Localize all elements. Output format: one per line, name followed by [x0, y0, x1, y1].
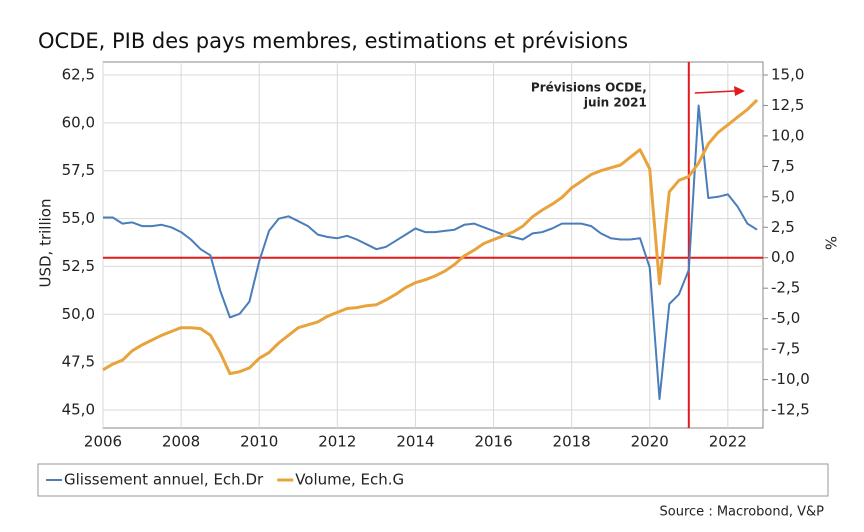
y-tick-label: 62,5: [62, 66, 95, 84]
chart-title: OCDE, PIB des pays membres, estimations …: [38, 29, 628, 53]
y2-tick-label: 12,5: [771, 96, 804, 114]
y2-tick-label: 5,0: [771, 187, 795, 205]
y-tick-label: 55,0: [62, 209, 95, 227]
annotation-arrowhead: [734, 86, 745, 96]
legend-label: Volume, Ech.G: [295, 471, 404, 489]
x-tick-label: 2016: [474, 433, 512, 451]
annotation: juin 2021: [583, 96, 647, 110]
y2-tick-label: -5,0: [771, 309, 800, 327]
x-tick-label: 2010: [240, 433, 278, 451]
y-tick-label: 47,5: [62, 353, 95, 371]
legend-label: Glissement annuel, Ech.Dr: [64, 471, 264, 489]
x-tick-label: 2008: [162, 433, 200, 451]
y-tick-label: 52,5: [62, 257, 95, 275]
y2-tick-label: 10,0: [771, 126, 804, 144]
y-axis-label: USD, trillion: [37, 199, 55, 288]
series-line: [103, 104, 758, 400]
annotation: Prévisions OCDE,: [531, 81, 647, 95]
y2-tick-label: -12,5: [771, 401, 810, 419]
y2-axis-label: %: [822, 236, 840, 250]
y-tick-label: 60,0: [62, 113, 95, 131]
y2-tick-label: 0,0: [771, 248, 795, 266]
series-line: [102, 98, 759, 376]
annotation-arrow: [694, 90, 736, 94]
y2-tick-label: 2,5: [771, 218, 795, 236]
y-tick-label: 45,0: [62, 401, 95, 419]
x-tick-label: 2022: [709, 433, 747, 451]
x-tick-label: 2014: [396, 433, 434, 451]
x-tick-label: 2020: [631, 433, 669, 451]
source: Source : Macrobond, V&P: [660, 505, 825, 520]
x-tick-label: 2006: [84, 433, 122, 451]
x-tick-label: 2012: [318, 433, 356, 451]
y2-tick-label: -2,5: [771, 279, 800, 297]
y-tick-label: 50,0: [62, 305, 95, 323]
y-tick-label: 57,5: [62, 161, 95, 179]
y2-tick-label: -7,5: [771, 340, 800, 358]
legend-box: [37, 463, 829, 497]
y2-tick-label: 15,0: [771, 66, 804, 84]
y2-tick-label: 7,5: [771, 157, 795, 175]
x-tick-label: 2018: [553, 433, 591, 451]
y2-tick-label: -10,0: [771, 370, 810, 388]
